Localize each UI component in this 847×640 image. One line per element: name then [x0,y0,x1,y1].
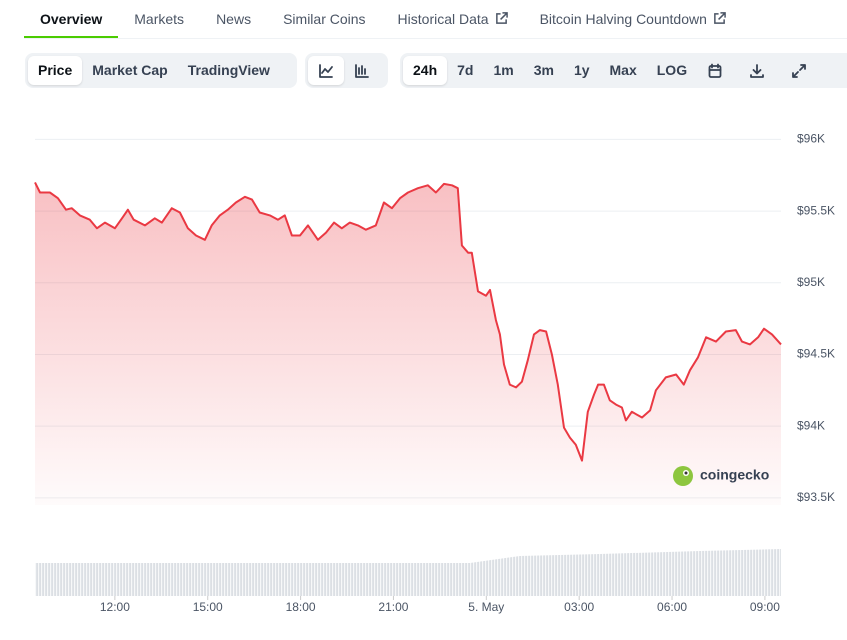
x-tick-label: 5. May [468,600,504,614]
range-button[interactable]: 3m [533,62,554,78]
x-tick-label: 21:00 [378,600,408,614]
tab-label: Overview [40,11,103,27]
range-group: 24h 7d 1m 3m 1y Max LOG [400,53,847,88]
y-tick-label: $95K [797,275,825,289]
price-line [34,181,782,462]
watermark: coingecko [673,466,769,486]
tab[interactable]: Markets [118,0,200,38]
y-tick-label: $94.5K [797,347,835,361]
tab-label: Historical Data [397,11,489,27]
view-group: Price Market Cap TradingView [25,53,297,88]
x-tick-label: 09:00 [750,600,780,614]
tab-label: Similar Coins [283,11,366,27]
range-button[interactable]: LOG [656,62,688,78]
tab[interactable]: Overview [24,0,119,38]
tab-label: Bitcoin Halving Countdown [539,11,707,27]
volume-band [35,549,781,596]
download-button[interactable] [739,56,775,85]
tab[interactable]: News [200,0,267,38]
y-tick-label: $96K [797,132,825,146]
range-button[interactable]: Max [609,62,637,78]
tab[interactable]: Bitcoin Halving Countdown [524,0,742,38]
tab-label: News [216,11,252,27]
tab-label: Markets [134,11,185,27]
candle-style-button[interactable] [344,56,380,85]
x-tick-label: 18:00 [286,600,316,614]
tab[interactable]: Similar Coins [267,0,381,38]
calendar-button[interactable] [697,56,733,85]
x-tick-label: 06:00 [657,600,687,614]
range-button[interactable]: 7d [457,62,474,78]
range-button[interactable]: 1y [573,62,590,78]
range-button[interactable]: 24h [403,56,448,85]
view-button[interactable]: Market Cap [92,62,168,78]
x-tick-label: 15:00 [193,600,223,614]
line-style-button[interactable] [308,56,344,85]
chart-style-group [305,53,388,88]
area-fill [35,182,781,505]
tab[interactable]: Historical Data [382,0,524,38]
external-icon [714,12,726,24]
y-tick-label: $94K [797,418,825,432]
x-tick-label: 03:00 [564,600,594,614]
view-button[interactable]: TradingView [187,62,270,78]
y-tick-label: $95.5K [797,203,835,217]
range-button[interactable]: 1m [493,62,514,78]
watermark-text: coingecko [700,467,769,483]
fullscreen-button[interactable] [781,56,817,85]
tab-bar: Overview Markets News Similar Coins Hist… [24,0,847,39]
external-icon [495,12,508,24]
x-tick-label: 12:00 [100,600,130,614]
y-tick-label: $93.5K [797,490,835,504]
view-button[interactable]: Price [28,56,83,85]
